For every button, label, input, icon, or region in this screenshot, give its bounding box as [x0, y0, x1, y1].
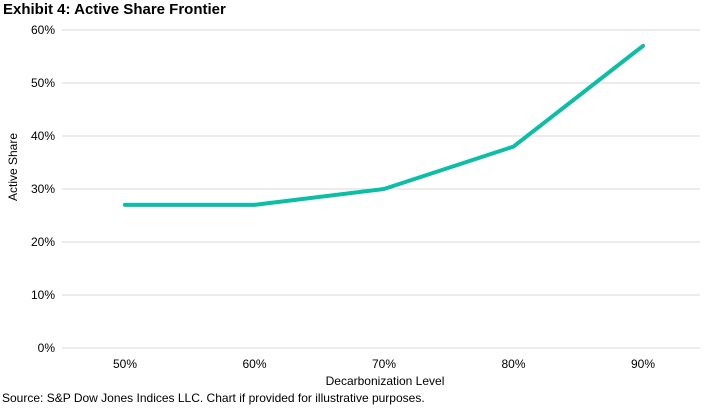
source-note: Source: S&P Dow Jones Indices LLC. Chart…: [2, 391, 425, 405]
exhibit-title: Exhibit 4: Active Share Frontier: [3, 1, 226, 18]
x-tick-label: 90%: [631, 357, 655, 371]
y-tick-label: 50%: [31, 76, 55, 90]
x-axis-title: Decarbonization Level: [325, 374, 445, 388]
x-tick-label: 80%: [501, 357, 525, 371]
y-tick-label: 20%: [31, 235, 55, 249]
y-tick-label: 60%: [31, 23, 55, 37]
y-tick-label: 30%: [31, 182, 55, 196]
y-tick-label: 0%: [38, 341, 56, 355]
active-share-series-line: [123, 43, 645, 207]
x-tick-label: 60%: [242, 357, 266, 371]
y-tick-label: 10%: [31, 288, 55, 302]
x-tick-label: 70%: [372, 357, 396, 371]
y-tick-label: 40%: [31, 129, 55, 143]
x-tick-label: 50%: [113, 357, 137, 371]
y-axis-title: Active Share: [6, 132, 20, 202]
